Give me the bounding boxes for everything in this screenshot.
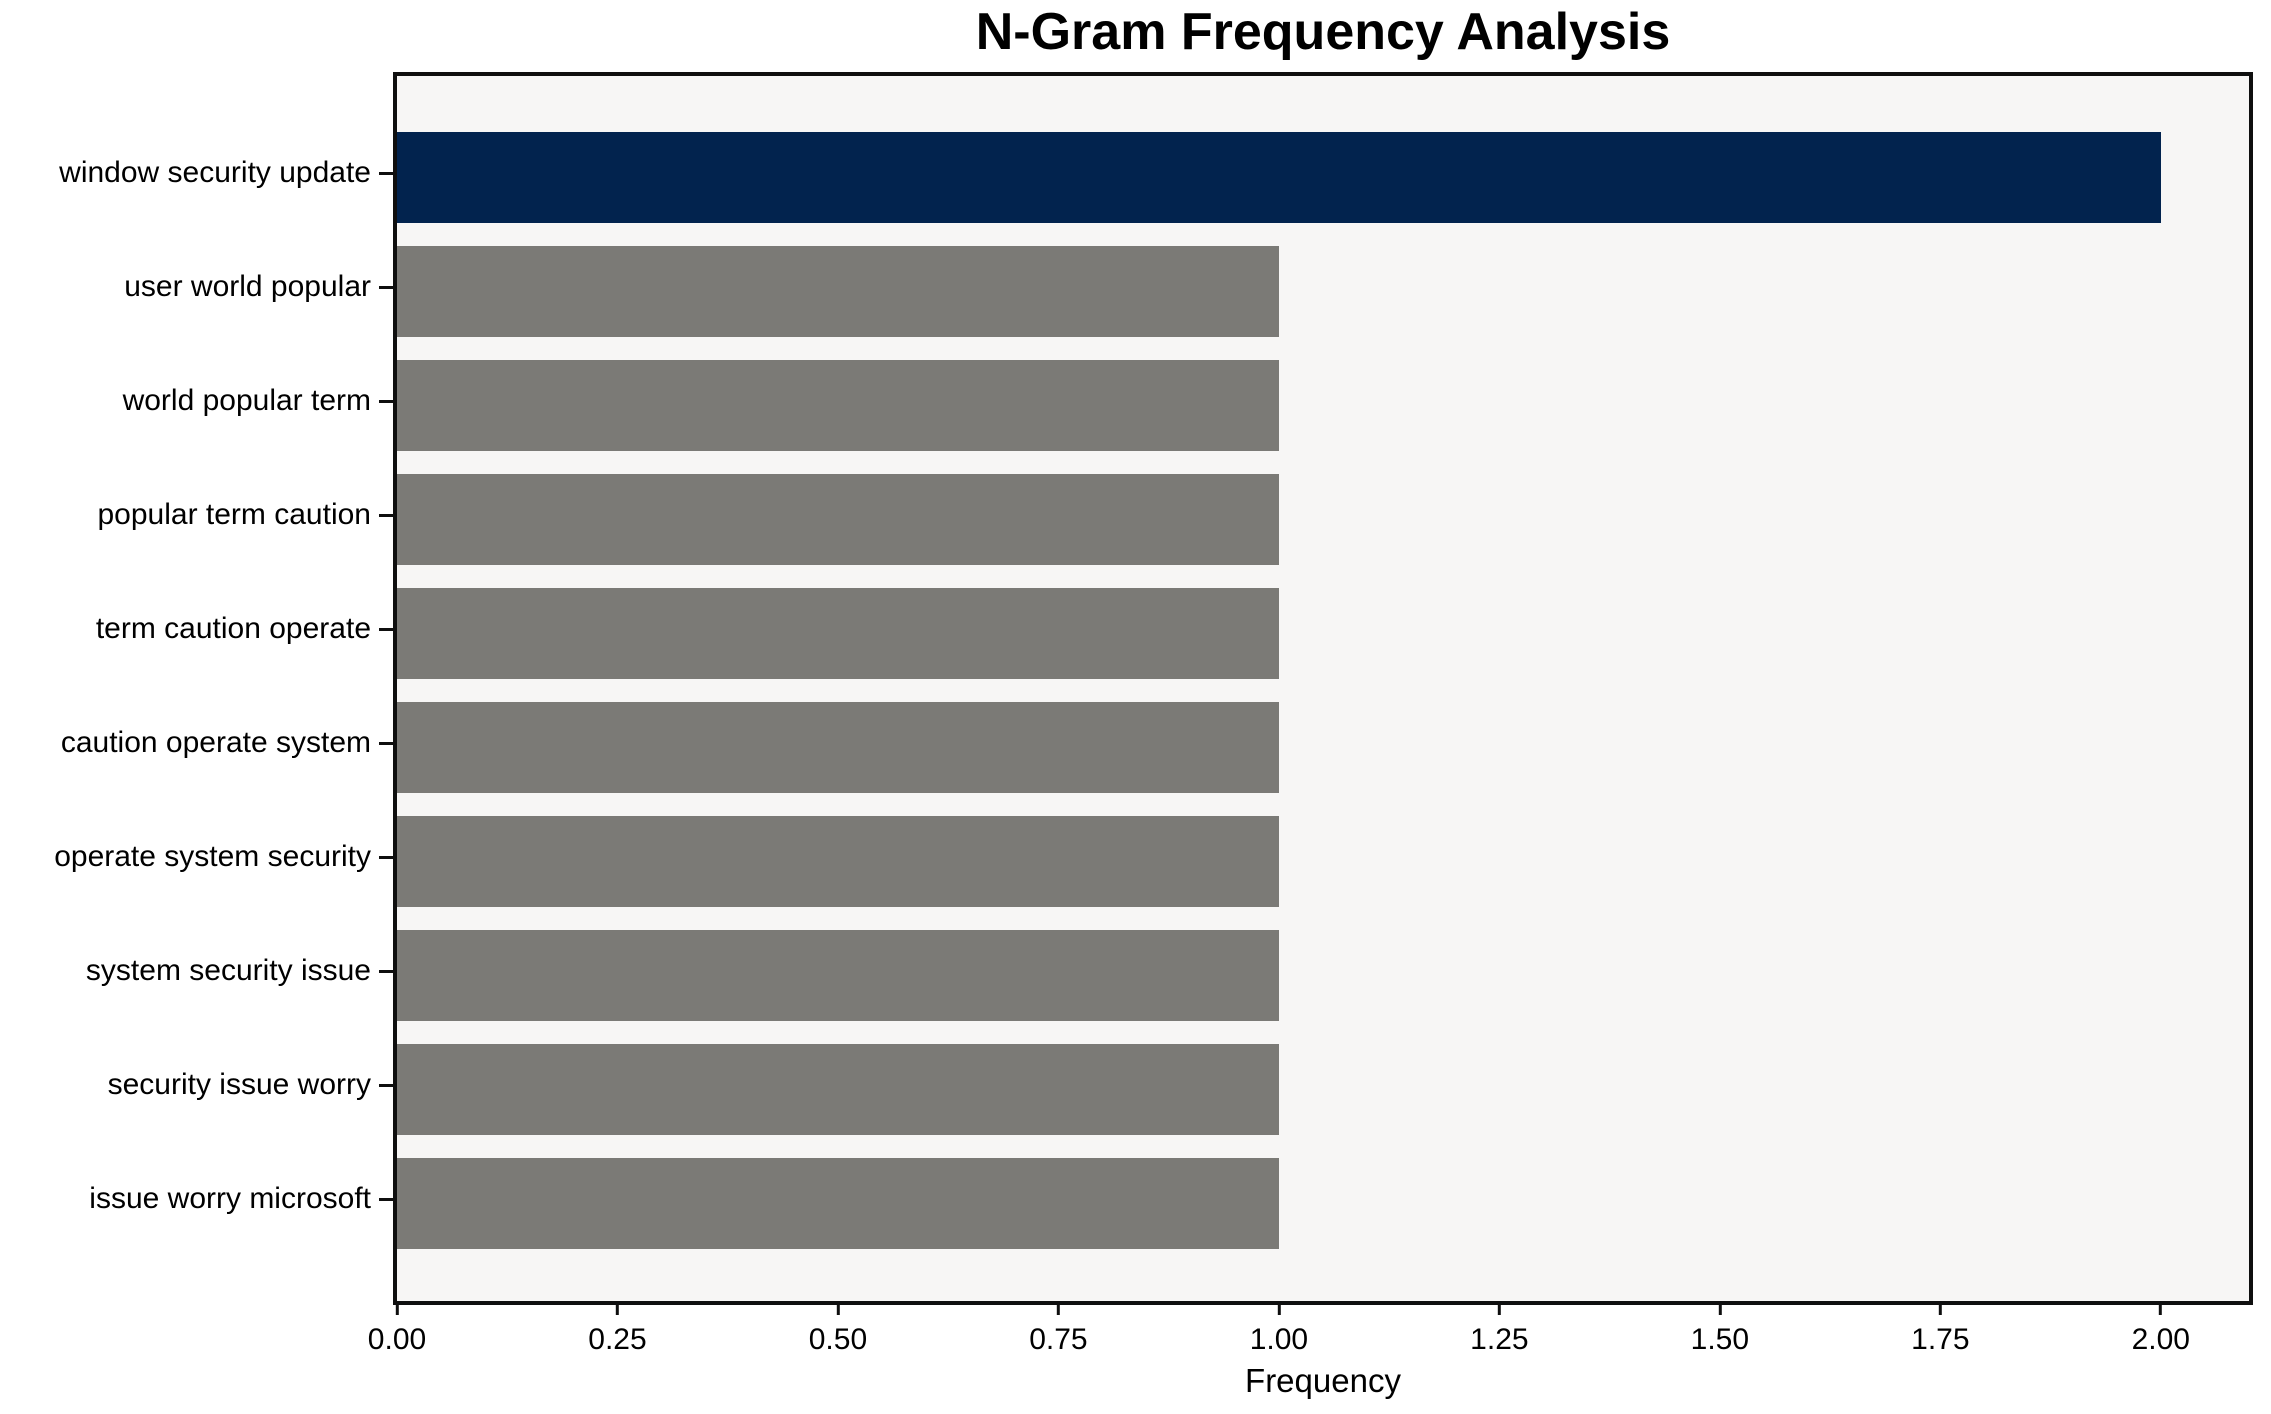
x-tick: 2.00 <box>2132 1305 2190 1357</box>
y-tick-label: window security update <box>59 156 371 189</box>
bar-7 <box>397 929 1279 1021</box>
x-tick-label: 2.00 <box>2131 1323 2190 1356</box>
y-tick-label: system security issue <box>85 954 371 987</box>
x-tick-mark <box>1938 1305 1942 1315</box>
y-tick-mark <box>379 741 393 745</box>
x-tick-label: 1.75 <box>1911 1323 1970 1356</box>
y-tick-mark <box>379 285 393 289</box>
x-tick-label: 1.50 <box>1690 1323 1750 1356</box>
x-tick: 0.75 <box>1029 1305 1088 1357</box>
y-tick-row <box>379 116 393 230</box>
bar-row <box>397 804 2249 918</box>
y-tick-row <box>379 800 393 914</box>
bar-row <box>397 1032 2249 1146</box>
bar-0 <box>397 131 2161 223</box>
y-tick-label: security issue worry <box>107 1068 371 1101</box>
y-tick-label: term caution operate <box>95 612 371 645</box>
bar-row <box>397 1146 2249 1260</box>
bar-row <box>397 918 2249 1032</box>
bar-9 <box>397 1157 1279 1249</box>
bar-2 <box>397 359 1279 451</box>
bar-row <box>397 690 2249 804</box>
bars-container <box>397 76 2249 1301</box>
x-tick-mark <box>1718 1305 1722 1315</box>
bar-5 <box>397 701 1279 793</box>
plot-area <box>393 72 2253 1305</box>
x-tick: 1.75 <box>1911 1305 1970 1357</box>
x-tick-mark <box>395 1305 399 1315</box>
bar-row <box>397 462 2249 576</box>
x-tick: 1.00 <box>1250 1305 1308 1357</box>
chart-title: N-Gram Frequency Analysis <box>975 3 1671 61</box>
y-tick-row <box>379 1142 393 1256</box>
x-tick: 0.50 <box>809 1305 867 1357</box>
y-tick-label: issue worry microsoft <box>89 1182 371 1215</box>
bar-row <box>397 234 2249 348</box>
y-tick-row <box>379 344 393 458</box>
y-tick-mark <box>379 399 393 403</box>
x-tick: 1.50 <box>1691 1305 1749 1357</box>
y-axis-labels: window security update user world popular… <box>0 116 371 1256</box>
x-tick-mark <box>836 1305 840 1315</box>
y-tick-label: popular term caution <box>97 498 372 531</box>
x-tick: 0.25 <box>588 1305 647 1357</box>
y-tick-label: caution operate system <box>60 726 371 759</box>
y-tick-mark <box>379 969 393 973</box>
y-tick-row <box>379 686 393 800</box>
y-tick-label: world popular term <box>122 384 371 417</box>
y-tick-row <box>379 1028 393 1142</box>
y-tick-mark <box>379 627 393 631</box>
y-axis-ticks <box>379 116 393 1256</box>
x-tick-label: 1.00 <box>1249 1323 1309 1356</box>
y-tick-label: user world popular <box>124 270 371 303</box>
y-tick-row <box>379 572 393 686</box>
x-tick-mark <box>1497 1305 1501 1315</box>
x-tick-label: 0.00 <box>367 1323 427 1356</box>
x-tick-mark <box>615 1305 619 1315</box>
x-tick-mark <box>1056 1305 1060 1315</box>
y-tick-row <box>379 230 393 344</box>
bar-row <box>397 576 2249 690</box>
x-axis-label: Frequency <box>1245 1362 1401 1399</box>
bar-6 <box>397 815 1279 907</box>
x-tick-label: 1.25 <box>1470 1323 1529 1356</box>
x-tick-label: 0.50 <box>808 1323 868 1356</box>
bar-3 <box>397 473 1279 565</box>
bar-8 <box>397 1043 1279 1135</box>
y-tick-mark <box>379 1083 393 1087</box>
x-tick-mark <box>2159 1305 2163 1315</box>
bar-1 <box>397 245 1279 337</box>
y-tick-mark <box>379 171 393 175</box>
y-tick-mark <box>379 855 393 859</box>
x-tick-label: 0.25 <box>588 1323 647 1356</box>
y-tick-label: operate system security <box>54 840 371 873</box>
y-tick-row <box>379 914 393 1028</box>
x-tick-mark <box>1277 1305 1281 1315</box>
y-tick-row <box>379 458 393 572</box>
y-tick-mark <box>379 1197 393 1201</box>
y-tick-mark <box>379 513 393 517</box>
x-axis-ticks: 0.00 0.25 0.50 0.75 1.00 1.25 1.50 1.75 2.00 <box>368 1305 2249 1385</box>
bar-row <box>397 120 2249 234</box>
bar-4 <box>397 587 1279 679</box>
x-tick-label: 0.75 <box>1029 1323 1088 1356</box>
bar-row <box>397 348 2249 462</box>
x-tick: 0.00 <box>368 1305 426 1357</box>
x-tick: 1.25 <box>1470 1305 1529 1357</box>
